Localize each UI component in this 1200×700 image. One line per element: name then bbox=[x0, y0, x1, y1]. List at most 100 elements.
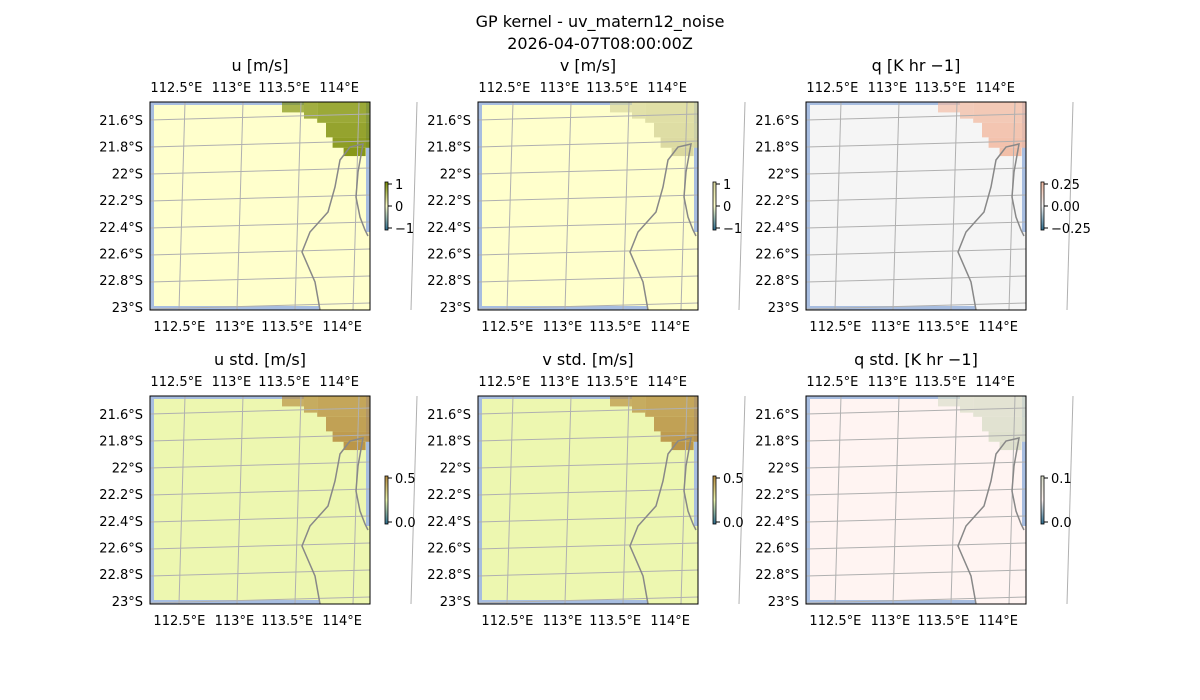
x-tick-label-bottom: 114°E bbox=[650, 320, 690, 335]
y-tick-label: 21.8°S bbox=[755, 435, 799, 450]
x-tick-label-top: 114°E bbox=[647, 375, 687, 390]
feature-cell bbox=[332, 431, 370, 442]
meridian-gridline bbox=[680, 395, 688, 605]
feature-cell bbox=[660, 137, 698, 148]
y-tick-label: 22.4°S bbox=[755, 221, 799, 236]
x-tick-label-top: 114°E bbox=[319, 375, 359, 390]
y-tick-label: 23°S bbox=[768, 301, 799, 316]
feature-cell bbox=[671, 147, 694, 157]
y-tick-label: 21.6°S bbox=[427, 408, 471, 423]
y-tick-label: 22.8°S bbox=[755, 274, 799, 289]
x-tick-label-bottom: 112.5°E bbox=[809, 614, 861, 629]
map-panel: u std. [m/s] 112.5°E 112.5°E 113°E 113°E 113.… bbox=[99, 350, 418, 629]
x-tick-label-top: 113°E bbox=[212, 81, 252, 96]
parallel-gridline bbox=[477, 302, 699, 310]
parallel-gridline bbox=[149, 248, 371, 256]
feature-cell bbox=[999, 147, 1022, 157]
meridian-gridline bbox=[738, 395, 746, 605]
y-tick-label: 22.2°S bbox=[427, 194, 471, 209]
water-left bbox=[150, 102, 154, 310]
y-tick-label: 22.6°S bbox=[755, 248, 799, 263]
meridian-gridline bbox=[1066, 101, 1074, 311]
feature-cell bbox=[304, 396, 318, 413]
parallel-gridline bbox=[477, 569, 699, 577]
parallel-gridline bbox=[805, 194, 1027, 202]
meridian-gridline bbox=[892, 395, 900, 605]
feature-cell bbox=[654, 416, 698, 432]
parallel-gridline bbox=[805, 167, 1027, 175]
water-right bbox=[366, 396, 370, 526]
feature-cell bbox=[304, 102, 318, 119]
feature-cell bbox=[973, 396, 1026, 417]
y-tick-label: 22.4°S bbox=[427, 221, 471, 236]
x-tick-label-top: 113.5°E bbox=[258, 81, 310, 96]
meridian-gridline bbox=[410, 101, 418, 311]
y-tick-label: 22.8°S bbox=[99, 568, 143, 583]
y-tick-label: 22.6°S bbox=[755, 542, 799, 557]
meridian-gridline bbox=[1066, 395, 1074, 605]
meridian-gridline bbox=[950, 101, 958, 311]
x-tick-label-bottom: 112.5°E bbox=[153, 320, 205, 335]
water-left bbox=[478, 102, 482, 310]
x-tick-label-top: 113°E bbox=[212, 375, 252, 390]
feature-cell bbox=[938, 396, 960, 407]
y-tick-label: 22.4°S bbox=[99, 515, 143, 530]
parallel-gridline bbox=[477, 461, 699, 469]
colorbar bbox=[384, 181, 389, 231]
map-panel: q [K hr −1] 112.5°E 112.5°E 113°E 113°E 113.5… bbox=[755, 56, 1091, 335]
y-tick-label: 22.2°S bbox=[99, 194, 143, 209]
water-left bbox=[806, 102, 810, 310]
panel-frame bbox=[805, 101, 1027, 311]
y-tick-label: 23°S bbox=[112, 301, 143, 316]
x-tick-label-top: 113.5°E bbox=[258, 375, 310, 390]
parallel-gridline bbox=[149, 596, 371, 604]
coastline bbox=[957, 143, 1025, 311]
colorbar bbox=[1040, 475, 1045, 525]
feature-cell bbox=[999, 441, 1022, 451]
y-tick-label: 22.4°S bbox=[427, 515, 471, 530]
colorbar bbox=[1040, 181, 1045, 231]
x-tick-label-bottom: 113°E bbox=[543, 320, 583, 335]
meridian-gridline bbox=[950, 395, 958, 605]
x-tick-label-bottom: 113°E bbox=[215, 614, 255, 629]
x-tick-label-bottom: 113.5°E bbox=[261, 614, 313, 629]
x-tick-label-bottom: 112.5°E bbox=[481, 320, 533, 335]
parallel-gridline bbox=[149, 515, 371, 523]
water-left bbox=[478, 396, 482, 604]
coastline bbox=[301, 143, 369, 311]
y-tick-label: 21.6°S bbox=[755, 114, 799, 129]
y-tick-label: 22°S bbox=[768, 167, 799, 182]
panel-title: u [m/s] bbox=[231, 56, 288, 75]
y-tick-label: 21.6°S bbox=[99, 408, 143, 423]
meridian-gridline bbox=[178, 395, 186, 605]
x-tick-label-top: 113.5°E bbox=[914, 81, 966, 96]
panel-title: v std. [m/s] bbox=[542, 350, 633, 369]
parallel-gridline bbox=[149, 113, 371, 121]
coastline bbox=[629, 437, 697, 605]
x-tick-label-bottom: 113.5°E bbox=[589, 320, 641, 335]
parallel-gridline bbox=[149, 407, 371, 415]
parallel-gridline bbox=[149, 461, 371, 469]
parallel-gridline bbox=[805, 488, 1027, 496]
x-tick-label-bottom: 113°E bbox=[871, 614, 911, 629]
parallel-gridline bbox=[149, 140, 371, 148]
meridian-gridline bbox=[352, 395, 360, 605]
meridian-gridline bbox=[680, 101, 688, 311]
parallel-gridline bbox=[477, 248, 699, 256]
y-tick-label: 21.6°S bbox=[99, 114, 143, 129]
water-right bbox=[366, 102, 370, 232]
parallel-gridline bbox=[149, 569, 371, 577]
water-bottom bbox=[482, 306, 647, 310]
parallel-gridline bbox=[805, 113, 1027, 121]
parallel-gridline bbox=[149, 542, 371, 550]
x-tick-label-bottom: 112.5°E bbox=[809, 320, 861, 335]
y-tick-label: 22°S bbox=[768, 461, 799, 476]
water-top bbox=[154, 396, 304, 399]
colorbar-tick-label: 0.1 bbox=[1051, 472, 1072, 487]
x-tick-label-top: 112.5°E bbox=[478, 375, 530, 390]
parallel-gridline bbox=[149, 167, 371, 175]
meridian-gridline bbox=[1008, 101, 1016, 311]
water-top bbox=[810, 396, 960, 399]
colorbar bbox=[384, 475, 389, 525]
water-right bbox=[1022, 102, 1026, 232]
